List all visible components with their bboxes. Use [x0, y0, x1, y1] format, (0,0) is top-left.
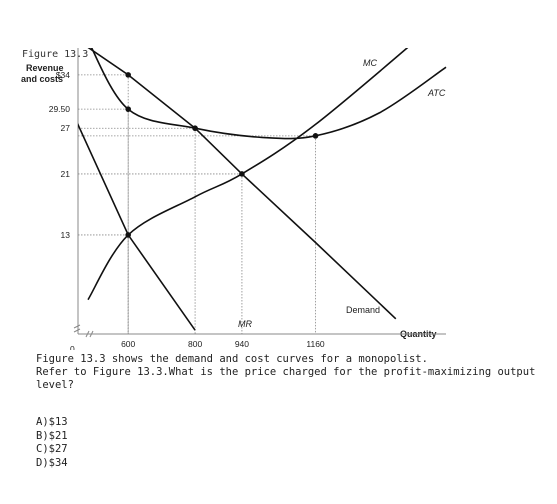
intersection-dots: [125, 72, 319, 238]
series-label-mr: MR: [238, 319, 252, 329]
x-tick-label-0: 600: [121, 339, 135, 349]
axes: [73, 48, 446, 338]
y-tick-label-4: 13: [61, 230, 71, 240]
intersection-dot-3: [239, 171, 245, 177]
series-label-mc: MC: [363, 58, 377, 68]
intersection-dot-4: [312, 133, 319, 139]
origin-label: 0: [70, 344, 75, 350]
intersection-dot-2: [192, 125, 198, 132]
intersection-dot-5: [125, 232, 131, 238]
axis-break-x: [85, 330, 94, 338]
y-tick-label-0: $34: [56, 70, 70, 80]
axis-break: [73, 324, 81, 333]
series-atc-curve: [90, 48, 447, 140]
y-axis-title-line-2: and costs: [21, 74, 63, 84]
intersection-dot-1: [125, 106, 131, 112]
series-mc-curve: [87, 48, 409, 301]
y-tick-label-3: 21: [61, 169, 71, 179]
option-b: B)$21: [36, 429, 68, 442]
series-label-atc: ATC: [427, 88, 446, 98]
x-tick-labels: 600 800 940 1160: [121, 339, 325, 349]
option-d: D)$34: [36, 456, 68, 469]
figure-label: Figure 13.3: [22, 49, 88, 60]
series-demand-curve: [87, 48, 397, 320]
chart: Figure 13.3 Revenue and costs Quantity 0…: [21, 48, 447, 350]
x-tick-label-3: 1160: [306, 339, 325, 349]
y-tick-label-1: 29.50: [49, 104, 71, 114]
series-label-demand: Demand: [346, 305, 380, 315]
curves: [78, 48, 447, 331]
y-tick-labels: $34 29.50 27 21 13: [49, 70, 71, 240]
y-axis-title-line-1: Revenue: [26, 63, 64, 73]
curve-labels: Demand MR MC ATC: [238, 58, 446, 329]
y-tick-label-2: 27: [61, 123, 71, 133]
answer-options: A)$13 B)$21 C)$27 D)$34: [36, 416, 68, 470]
question-text: Figure 13.3 shows the demand and cost cu…: [36, 353, 536, 391]
option-a: A)$13: [36, 416, 68, 428]
x-tick-label-2: 940: [235, 339, 249, 349]
guide-lines: [78, 74, 316, 334]
intersection-dot-0: [125, 72, 131, 78]
x-tick-label-1: 800: [188, 339, 202, 349]
option-c: C)$27: [36, 443, 68, 455]
